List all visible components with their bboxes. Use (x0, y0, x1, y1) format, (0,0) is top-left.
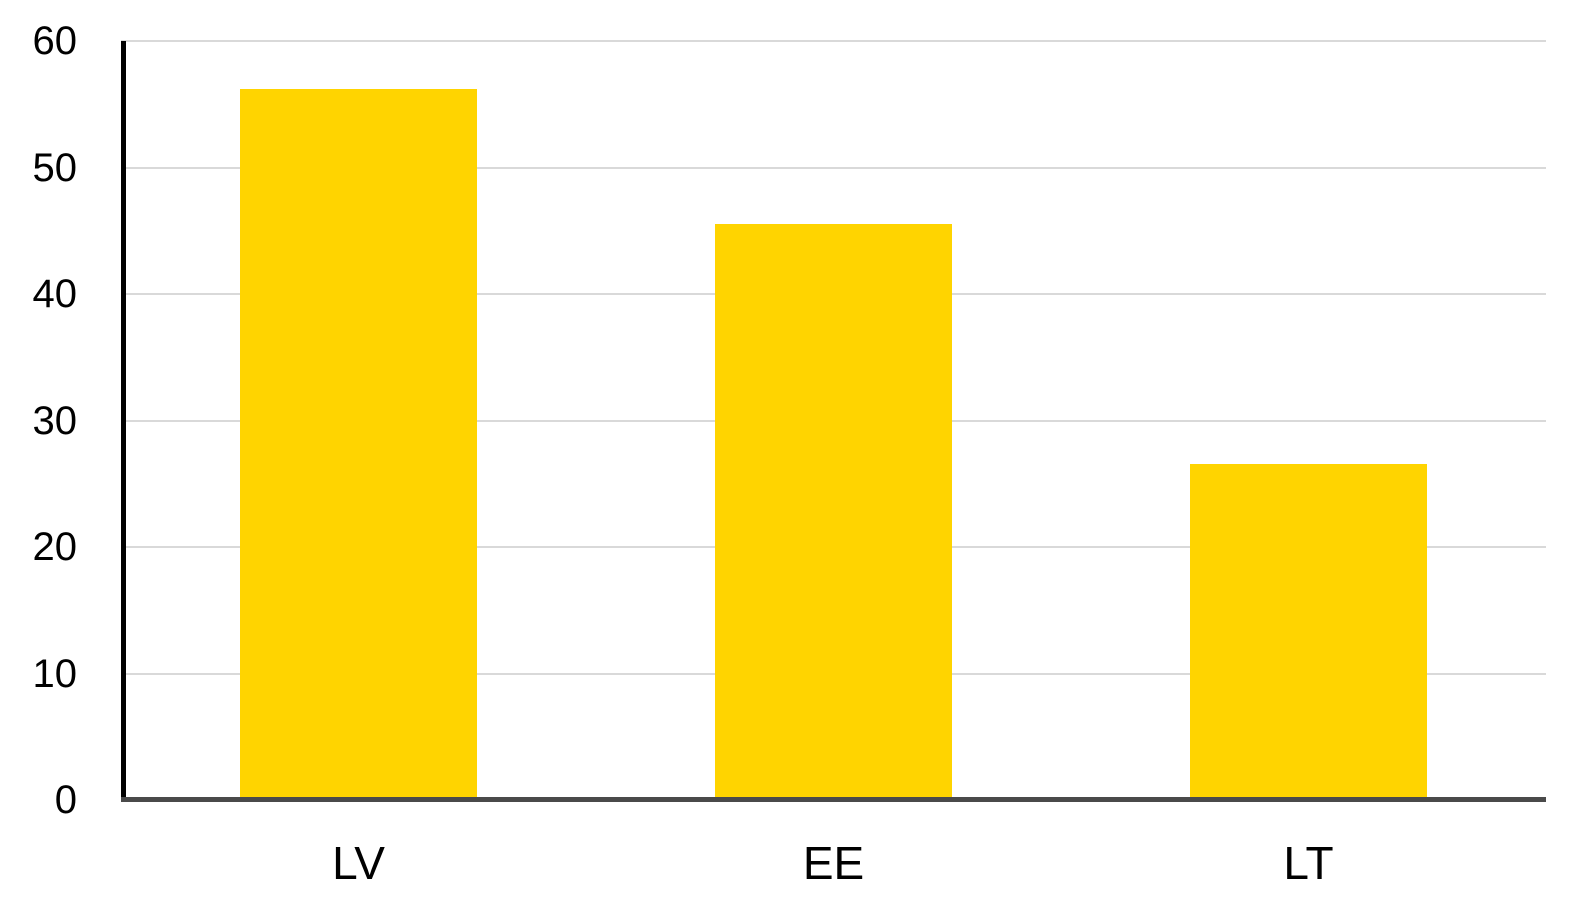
x-category-label-lt: LT (1283, 837, 1334, 889)
bar-lv (239, 89, 478, 800)
plot-area: 0 10 20 30 40 50 60 LV EE LT (33, 21, 1546, 886)
y-axis-line (121, 41, 126, 800)
x-category-label-ee: EE (802, 837, 865, 889)
y-tick-label-10: 10 (32, 651, 78, 696)
x-category-label-lv: LV (332, 837, 385, 889)
gridline-60 (121, 40, 1546, 42)
bar-ee (714, 224, 953, 800)
gridline-50 (121, 166, 1546, 169)
y-tick-label-0: 0 (54, 778, 77, 822)
bar-lt (1189, 463, 1428, 800)
y-tick-label-30: 30 (32, 398, 78, 443)
y-tick-label-60: 60 (32, 19, 78, 63)
y-tick-label-40: 40 (32, 272, 78, 316)
y-tick-label-20: 20 (32, 525, 78, 569)
y-tick-label-50: 50 (32, 145, 78, 190)
x-axis-baseline (121, 797, 1546, 802)
